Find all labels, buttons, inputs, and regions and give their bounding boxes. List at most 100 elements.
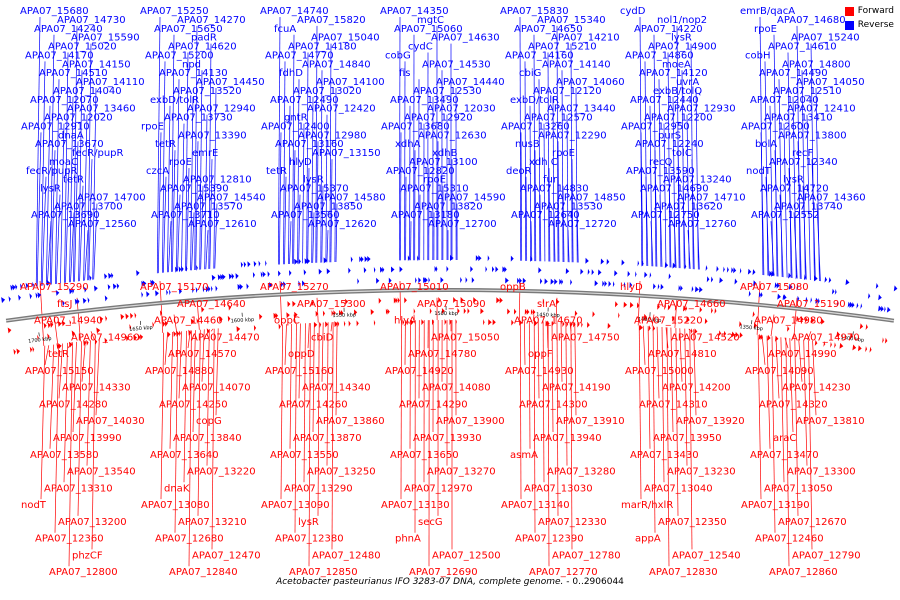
forward-gene-mark: [836, 331, 841, 338]
label-leader-line: [307, 167, 310, 264]
reverse-gene-label: APA07_15680: [20, 6, 89, 17]
reverse-gene-label: APA07_13560: [271, 210, 340, 221]
forward-gene-mark: [859, 323, 864, 330]
forward-gene-mark: [882, 337, 884, 344]
reverse-gene-mark: [195, 287, 198, 293]
forward-gene-label: APA07_12830: [649, 567, 718, 578]
forward-gene-mark: [787, 325, 790, 332]
forward-gene-label: APA07_14330: [62, 383, 131, 394]
forward-gene-label: APA07_13640: [150, 450, 219, 461]
label-leader-line: [642, 325, 646, 365]
forward-gene-label: APA07_12540: [672, 550, 741, 561]
reverse-gene-label: moeA: [662, 59, 691, 70]
reverse-gene-mark: [298, 258, 301, 265]
reverse-gene-label: APA07_12400: [261, 121, 330, 132]
forward-gene-label: APA07_15080: [740, 282, 809, 293]
forward-gene-mark: [457, 308, 460, 314]
reverse-gene-mark: [178, 266, 182, 273]
label-leader-line: [689, 328, 693, 550]
reverse-gene-label: fecR/pupR: [26, 166, 78, 177]
reverse-gene-mark: [668, 273, 671, 280]
reverse-gene-label: APA07_12620: [308, 219, 377, 230]
forward-gene-mark: [672, 315, 675, 322]
label-leader-line: [654, 150, 658, 267]
reverse-gene-label: bolA: [755, 139, 777, 150]
label-leader-line: [574, 322, 577, 416]
label-leader-line: [775, 336, 780, 399]
label-leader-line: [164, 332, 168, 365]
label-leader-line: [532, 314, 535, 322]
reverse-gene-mark: [84, 286, 87, 293]
forward-gene-mark: [555, 298, 560, 305]
label-leader-line: [764, 61, 769, 276]
reverse-gene-mark: [428, 277, 430, 284]
reverse-gene-mark: [538, 267, 542, 274]
forward-gene-mark: [354, 309, 358, 316]
reverse-gene-label: APA07_15060: [394, 24, 463, 35]
label-leader-line: [640, 132, 644, 266]
forward-gene-label: lysR: [298, 517, 319, 528]
reverse-gene-mark: [178, 288, 182, 295]
label-leader-line: [794, 338, 799, 516]
reverse-gene-label: APA07_12760: [668, 219, 737, 230]
reverse-gene-mark: [649, 272, 652, 279]
forward-gene-mark: [333, 310, 336, 317]
label-leader-line: [656, 326, 660, 399]
label-leader-line: [298, 323, 301, 399]
label-leader-line: [519, 16, 522, 261]
forward-gene-mark: [492, 319, 496, 326]
label-leader-line: [529, 105, 532, 262]
reverse-gene-mark: [74, 298, 79, 305]
forward-gene-mark: [104, 337, 108, 344]
forward-gene-label: APA07_15160: [265, 366, 334, 377]
label-leader-line: [87, 43, 92, 281]
label-leader-line: [765, 176, 770, 276]
reverse-gene-label: APA07_12340: [769, 157, 838, 168]
reverse-gene-label: APA07_14710: [677, 193, 746, 204]
forward-gene-mark: [463, 308, 466, 314]
reverse-gene-label: APA07_12600: [741, 121, 810, 132]
reverse-gene-label: APA07_12640: [511, 210, 580, 221]
reverse-gene-label: APA07_14110: [76, 77, 145, 88]
reverse-gene-label: lysR: [783, 175, 804, 186]
label-leader-line: [65, 167, 70, 283]
reverse-gene-mark: [205, 286, 209, 293]
forward-gene-label: APA07_14880: [145, 366, 214, 377]
reverse-gene-label: APA07_12920: [404, 113, 473, 124]
reverse-gene-label: APA07_13020: [293, 86, 362, 97]
reverse-gene-label: APA07_14160: [505, 50, 574, 61]
label-leader-line: [638, 325, 642, 500]
reverse-gene-mark: [561, 278, 564, 285]
label-leader-line: [63, 342, 68, 483]
label-leader-line: [316, 297, 319, 323]
reverse-gene-label: APA07_14440: [436, 77, 505, 88]
label-leader-line: [784, 337, 789, 349]
reverse-gene-mark: [1, 297, 6, 304]
label-leader-line: [788, 167, 793, 279]
reverse-gene-mark: [360, 256, 364, 263]
reverse-gene-label: padR: [191, 33, 217, 44]
reverse-gene-mark: [446, 266, 449, 272]
label-leader-line: [181, 123, 185, 272]
forward-gene-mark: [378, 297, 382, 304]
reverse-gene-mark: [570, 279, 573, 286]
reverse-gene-mark: [240, 261, 243, 268]
forward-gene-label: phnA: [395, 534, 421, 545]
forward-gene-mark: [167, 331, 171, 338]
label-leader-line: [571, 159, 574, 263]
reverse-gene-mark: [680, 285, 683, 292]
reverse-gene-mark: [364, 256, 368, 263]
reverse-gene-mark: [243, 261, 247, 268]
label-leader-line: [325, 114, 328, 263]
reverse-gene-mark: [192, 287, 194, 294]
forward-gene-mark: [253, 325, 257, 331]
reverse-gene-mark: [475, 255, 479, 262]
reverse-gene-mark: [635, 271, 637, 278]
reverse-gene-mark: [544, 278, 548, 285]
label-leader-line: [547, 321, 550, 567]
label-leader-line: [811, 159, 816, 281]
forward-gene-label: APA07_12390: [515, 534, 584, 545]
label-leader-line: [650, 221, 654, 267]
label-leader-line: [651, 314, 655, 327]
forward-gene-mark: [623, 301, 628, 308]
